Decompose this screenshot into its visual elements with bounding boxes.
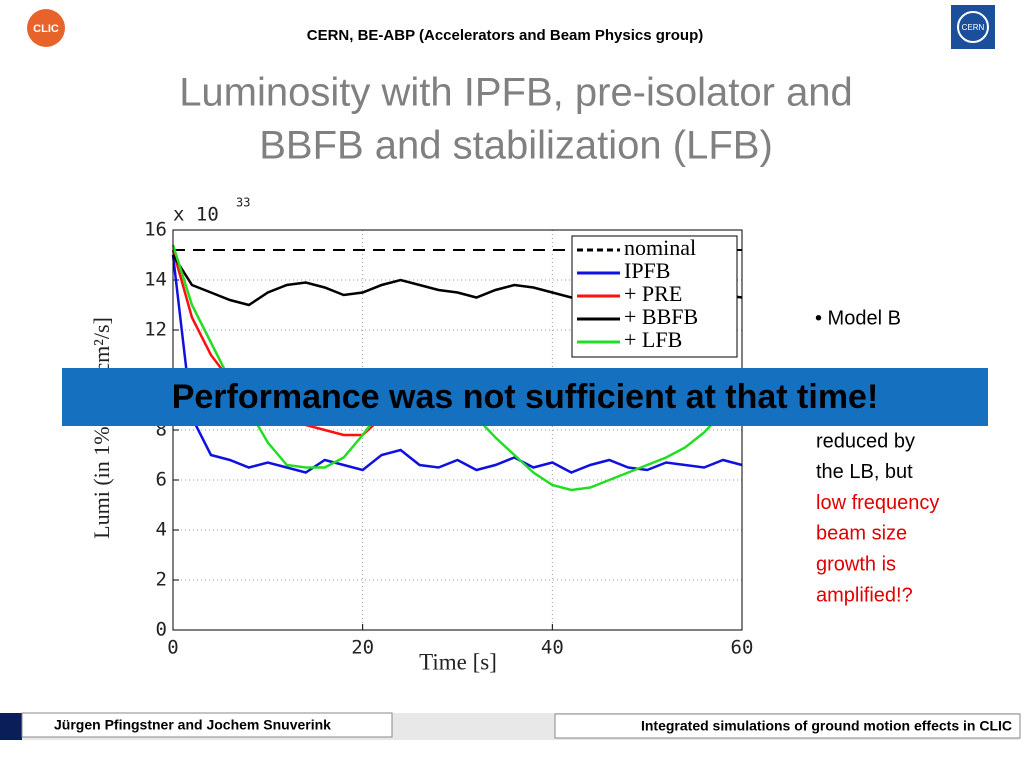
footer-left: Jürgen Pfingstner and Jochem Snuverink	[54, 717, 331, 733]
y-tick-label: 2	[156, 569, 167, 591]
side-line: reduced by	[816, 430, 915, 452]
logo-left: CLIC	[33, 23, 59, 35]
logo-left-icon	[27, 9, 65, 47]
chart: x 10 33 Time [s] Lumi (in 1% of [1/cm²/s…	[89, 196, 753, 675]
footer-right: Integrated simulations of ground motion …	[641, 718, 1012, 734]
x-tick-label: 40	[541, 637, 564, 659]
side-line: the LB, but	[816, 461, 913, 483]
y-tick-label: 14	[144, 269, 167, 291]
y-tick-label: 16	[144, 219, 167, 241]
logo-right: CERN	[962, 23, 985, 32]
line-series	[171, 254, 743, 474]
footer-box	[554, 713, 1021, 739]
y-tick-label: 0	[156, 619, 167, 641]
footer-block	[0, 713, 22, 740]
y-tick-label: 4	[156, 519, 167, 541]
side-line-red: beam size	[816, 523, 907, 545]
legend-label: + LFB	[624, 327, 682, 352]
side-text: reduced by the LB, but low frequency beam s…	[816, 430, 939, 606]
side-line-red: amplified!?	[816, 584, 913, 606]
y-multiplier: x 10	[173, 204, 219, 226]
y-tick-label: 6	[156, 469, 167, 491]
legend-label: nominal	[624, 235, 696, 260]
footer-box	[21, 712, 393, 738]
side-line-red: growth is	[816, 553, 896, 575]
legend-label: + BBFB	[624, 304, 698, 329]
x-tick-label: 60	[731, 637, 754, 659]
y-axis-label: Lumi (in 1% of [1/cm²/s]	[89, 317, 114, 539]
title-line: Luminosity with IPFB, pre-isolator and	[179, 71, 853, 115]
banner	[62, 368, 988, 426]
x-tick-label: 20	[351, 637, 374, 659]
title-line: BBFB and stabilization (LFB)	[259, 124, 773, 168]
plot-frame	[172, 229, 743, 631]
legend-label: IPFB	[624, 258, 670, 283]
y-multiplier-exponent: 33	[236, 196, 250, 210]
logo-right-ring	[957, 11, 989, 43]
y-tick-label: 8	[156, 419, 167, 441]
x-tick-label: 0	[167, 637, 178, 659]
x-axis-label: Time [s]	[419, 649, 497, 674]
side-line-red: low frequency	[816, 492, 939, 514]
header-text: CERN, BE-ABP (Accelerators and Beam Phys…	[307, 27, 704, 44]
y-tick-label: 12	[144, 319, 167, 341]
bullet-text: • Model B	[815, 307, 901, 329]
banner-text: Performance was not sufficient at that t…	[172, 378, 879, 416]
legend-label: + PRE	[624, 281, 682, 306]
